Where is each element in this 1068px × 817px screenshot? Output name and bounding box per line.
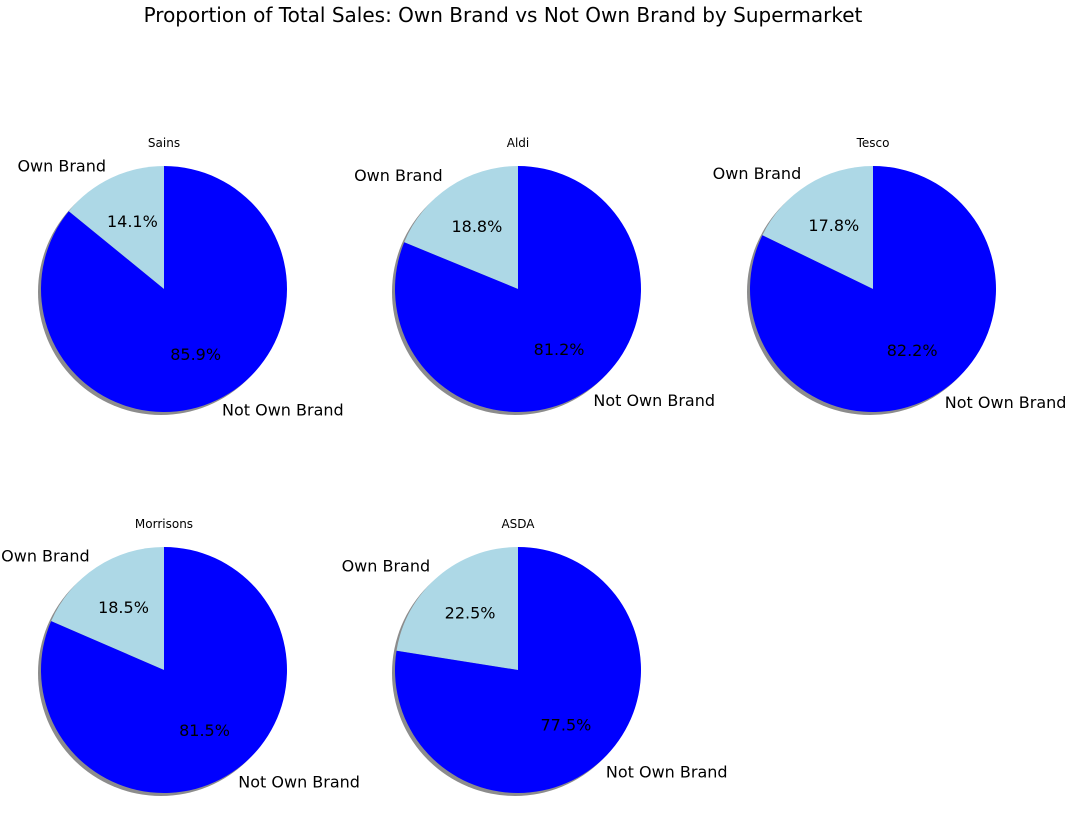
slice-label: Own Brand — [354, 166, 443, 185]
pie-slice-own-brand — [404, 166, 518, 289]
slice-label: Own Brand — [17, 156, 106, 175]
pie-chart: ASDA Own Brand 22.5% Not Own Brand 77.5% — [342, 517, 728, 796]
pie-slice-own-brand — [762, 166, 873, 289]
pie-chart: Tesco Own Brand 17.8% Not Own Brand 82.2% — [713, 136, 1067, 415]
slice-label: Not Own Brand — [222, 401, 344, 420]
slice-percentage-label: 77.5% — [541, 716, 592, 735]
slice-label: Own Brand — [1, 546, 90, 565]
pie-slice-own-brand — [396, 547, 518, 670]
slice-percentage-label: 18.5% — [98, 598, 149, 617]
slice-label: Own Brand — [342, 557, 431, 576]
pie-slice-own-brand — [68, 166, 164, 289]
pie-slice-not-own-brand — [395, 166, 641, 412]
pie-chart: Sains Own Brand 14.1% Not Own Brand 85.9% — [17, 136, 343, 420]
slice-percentage-label: 81.5% — [179, 721, 230, 740]
slice-percentage-label: 14.1% — [107, 212, 158, 231]
slice-label: Own Brand — [713, 164, 802, 183]
pie-title: Tesco — [856, 136, 890, 150]
pie-title: Morrisons — [135, 517, 193, 531]
slice-percentage-label: 22.5% — [445, 603, 496, 622]
pie-slice-not-own-brand — [395, 547, 641, 793]
figure-title: Proportion of Total Sales: Own Brand vs … — [144, 3, 863, 27]
slice-label: Not Own Brand — [593, 391, 715, 410]
pie-slice-own-brand — [51, 547, 164, 670]
slice-percentage-label: 81.2% — [534, 340, 585, 359]
slice-label: Not Own Brand — [606, 762, 728, 781]
slice-percentage-label: 82.2% — [887, 341, 938, 360]
pie-chart: Morrisons Own Brand 18.5% Not Own Brand 81.5… — [1, 517, 360, 796]
slice-label: Not Own Brand — [945, 393, 1067, 412]
slice-percentage-label: 85.9% — [170, 345, 221, 364]
pie-title: Aldi — [507, 136, 530, 150]
slice-label: Not Own Brand — [238, 773, 360, 792]
pie-slice-not-own-brand — [41, 166, 288, 412]
slice-percentage-label: 18.8% — [451, 217, 502, 236]
pie-slice-not-own-brand — [750, 166, 996, 412]
pie-grid: Sains Own Brand 14.1% Not Own Brand 85.9% Ald… — [1, 136, 1066, 796]
slice-percentage-label: 17.8% — [808, 216, 859, 235]
pie-title: ASDA — [501, 517, 535, 531]
pie-slice-not-own-brand — [40, 547, 287, 793]
pie-title: Sains — [148, 136, 180, 150]
pie-chart: Aldi Own Brand 18.8% Not Own Brand 81.2% — [354, 136, 715, 415]
